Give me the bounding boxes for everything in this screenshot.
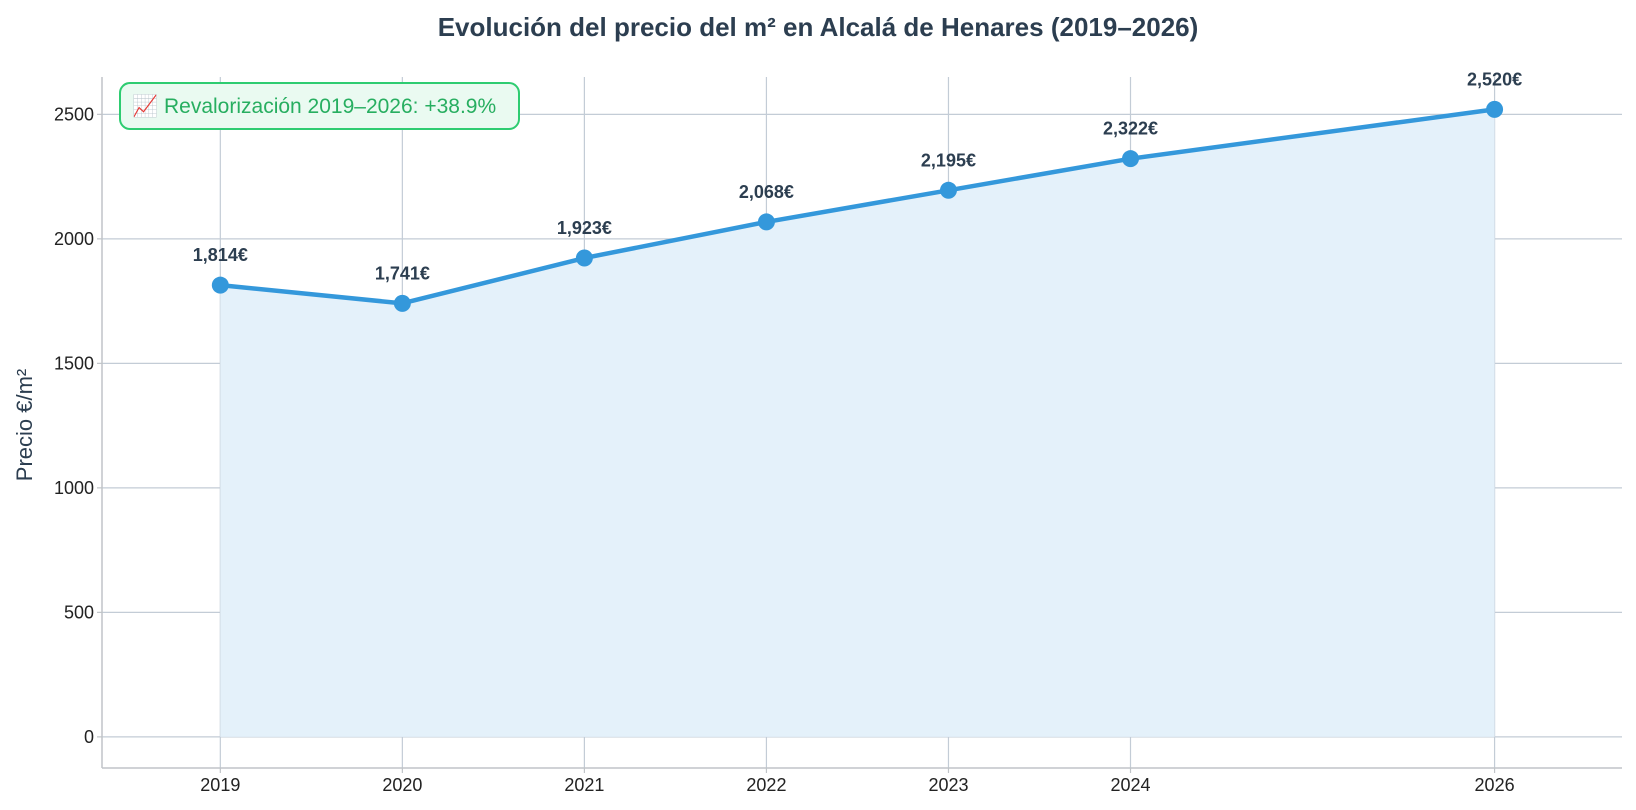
axes-spines	[101, 77, 1622, 769]
y-axis-ticks: 0 500 1000 1500 2000 2500	[54, 104, 102, 747]
data-label-2020: 1,741€	[375, 263, 430, 283]
badge-text: 📈 Revalorización 2019–2026: +38.9%	[132, 93, 496, 118]
area-fill-shape	[220, 109, 1495, 737]
data-point-2023	[939, 181, 957, 199]
data-points	[211, 100, 1504, 312]
x-tick-label-2022: 2022	[746, 775, 786, 795]
area-fill	[220, 109, 1495, 737]
data-label-2023: 2,195€	[921, 150, 976, 170]
chart-title: Evolución del precio del m² en Alcalá de…	[438, 12, 1199, 42]
data-point-2022	[757, 213, 775, 231]
x-tick-label-2020: 2020	[382, 775, 422, 795]
y-tick-label-1500: 1500	[54, 353, 94, 373]
data-point-2024	[1122, 150, 1140, 168]
revalorizacion-badge: 📈 Revalorización 2019–2026: +38.9%	[119, 82, 520, 130]
data-label-2024: 2,322€	[1103, 119, 1158, 139]
x-tick-label-2026: 2026	[1475, 775, 1515, 795]
x-tick-label-2021: 2021	[564, 775, 604, 795]
y-tick-label-500: 500	[64, 602, 94, 622]
y-tick-label-1000: 1000	[54, 478, 94, 498]
data-point-2020	[393, 294, 411, 312]
badge-box	[119, 82, 520, 130]
data-point-2019	[211, 276, 229, 294]
x-tick-label-2024: 2024	[1110, 775, 1150, 795]
data-label-2021: 1,923€	[557, 218, 612, 238]
y-axis-label: Precio €/m²	[12, 369, 37, 481]
x-axis-ticks: 2019 2020 2021 2022 2023 2024 2026	[200, 768, 1515, 795]
y-tick-label-0: 0	[84, 727, 94, 747]
x-tick-label-2023: 2023	[928, 775, 968, 795]
x-tick-label-2019: 2019	[200, 775, 240, 795]
data-point-2026	[1486, 100, 1504, 118]
data-point-2021	[575, 249, 593, 267]
data-labels: 1,814€ 1,741€ 1,923€ 2,068€ 2,195€ 2,322€ 2,52…	[193, 69, 1522, 283]
data-label-2019: 1,814€	[193, 245, 248, 265]
data-label-2026: 2,520€	[1467, 69, 1522, 89]
data-label-2022: 2,068€	[739, 182, 794, 202]
y-tick-label-2500: 2500	[54, 104, 94, 124]
y-tick-label-2000: 2000	[54, 229, 94, 249]
